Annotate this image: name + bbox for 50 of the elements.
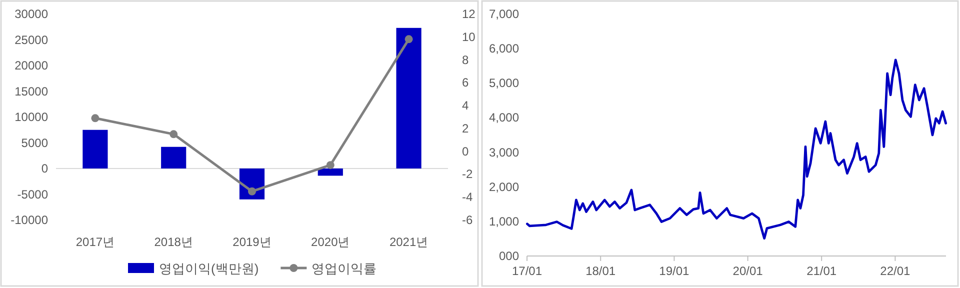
x-tick-label: 18/01	[586, 264, 616, 278]
y2-tick-label: 4	[462, 98, 469, 113]
y-tick-label: 25000	[14, 32, 48, 47]
y-tick-label: 5,000	[488, 76, 520, 90]
y-tick-label: 2,000	[488, 180, 520, 194]
legend-label: 영업이익(백만원)	[159, 261, 259, 276]
y-tick-label: 1,000	[488, 214, 520, 228]
y2-tick-label: 10	[462, 30, 476, 44]
x-tick-label: 19/01	[659, 264, 690, 278]
y2-tick-label: 0	[462, 144, 469, 158]
x-tick-label: 2017년	[76, 235, 115, 249]
bar	[82, 130, 108, 168]
y2-tick-label: 2	[462, 121, 469, 136]
y-tick-label: 20000	[14, 58, 48, 72]
y2-tick-label: -4	[462, 190, 473, 204]
x-tick-label: 2019년	[232, 235, 272, 249]
y-tick-label: 7,000	[488, 7, 520, 21]
bar	[396, 28, 422, 168]
y2-tick-label: 6	[462, 76, 469, 90]
line-series	[526, 58, 947, 240]
point	[404, 35, 413, 44]
y-tick-label: -10000	[10, 213, 48, 227]
point	[326, 161, 334, 170]
x-tick-label: 2020년	[311, 235, 350, 249]
y-tick-label: 10000	[14, 110, 48, 124]
point	[91, 114, 100, 122]
y-tick-label: 15000	[14, 84, 48, 98]
point	[170, 130, 178, 138]
legend-label: 영업이익률	[312, 261, 377, 276]
x-tick-label: 2021년	[389, 235, 428, 249]
y-tick-label: 5000	[21, 136, 48, 150]
y-tick-label: 30000	[14, 7, 48, 21]
x-tick-label: 22/01	[880, 264, 911, 278]
y-tick-label: 000	[498, 249, 520, 263]
bar	[318, 168, 343, 176]
x-tick-label: 20/01	[732, 264, 764, 278]
x-tick-label: 21/01	[806, 264, 837, 278]
x-tick-label: 17/01	[512, 264, 542, 278]
x-tick-label: 2018년	[154, 235, 193, 249]
y2-tick-label: -6	[462, 213, 473, 227]
point	[248, 187, 256, 196]
y-tick-label: 3,000	[488, 145, 520, 160]
y-tick-label: -5000	[17, 187, 48, 202]
y2-tick-label: 8	[462, 52, 469, 67]
y2-tick-label: 12	[462, 7, 476, 21]
bar	[161, 146, 186, 168]
y-tick-label: 0	[41, 162, 48, 176]
y2-tick-label: -2	[462, 167, 473, 182]
y-tick-label: 6,000	[488, 42, 520, 56]
y-tick-label: 4,000	[488, 110, 520, 125]
